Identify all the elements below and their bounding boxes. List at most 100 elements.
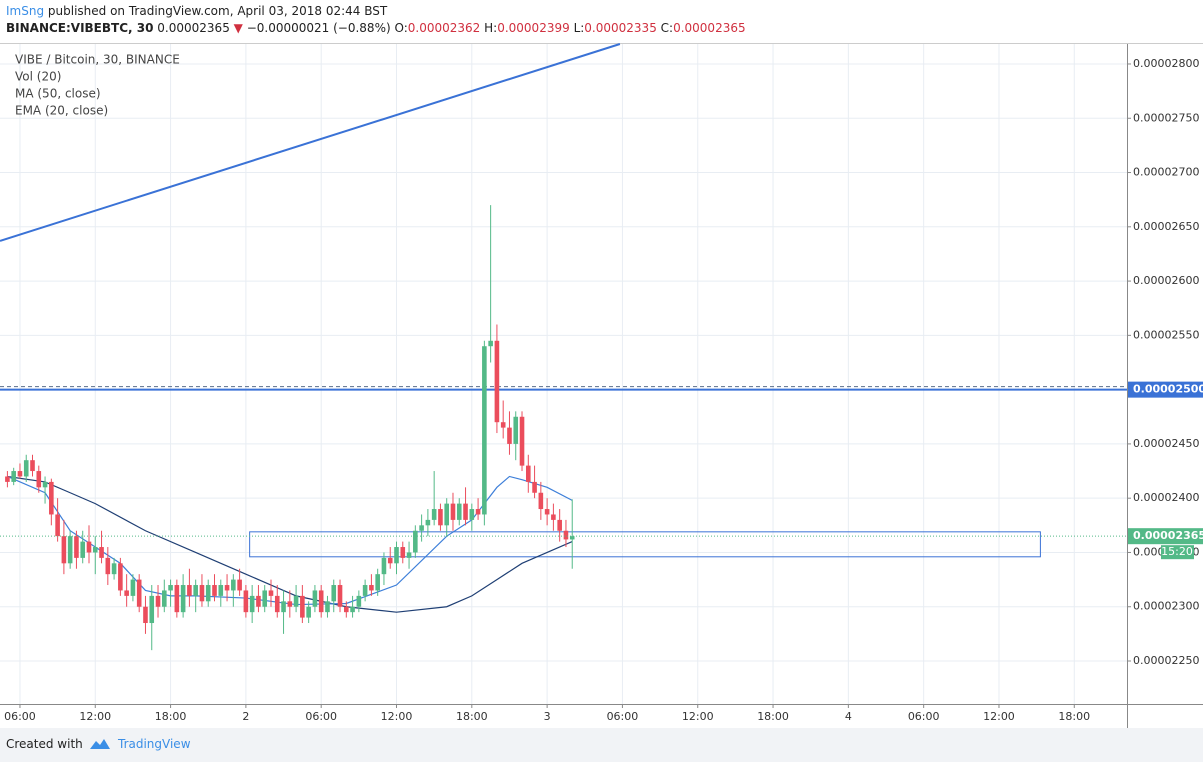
y-tick-label: 0.00002800	[1133, 57, 1199, 70]
logo	[90, 739, 110, 749]
candle-body	[532, 481, 537, 493]
arrow: ▼	[233, 21, 243, 35]
footer: Created with TradingView	[0, 728, 1203, 762]
candle-body	[400, 547, 406, 558]
x-tick-label: 18:00	[757, 710, 789, 723]
candle-body	[300, 595, 305, 618]
candle-body	[425, 519, 431, 526]
x-tick-label: 06:00	[4, 710, 36, 723]
candle-body	[174, 585, 180, 613]
candle-body	[488, 340, 493, 347]
candle-body	[30, 460, 35, 472]
candle-body	[381, 557, 387, 575]
legend-entry: MA (50, close)	[15, 87, 101, 101]
candle-body	[249, 595, 255, 613]
countdown: 15:20	[1161, 545, 1193, 558]
candle-body	[256, 595, 261, 607]
candle-body	[17, 471, 23, 477]
h: 0.00002399	[497, 21, 570, 35]
candle-body	[287, 601, 293, 607]
candle-body	[356, 595, 362, 607]
candle-body	[469, 509, 475, 520]
l-label: L:	[573, 21, 585, 35]
candle-body	[161, 590, 167, 607]
candle-body	[118, 563, 123, 591]
candle-body	[99, 547, 104, 558]
candle-body	[130, 579, 136, 596]
candle-body	[306, 606, 311, 618]
author[interactable]: ImSng	[6, 4, 45, 18]
candle-body	[544, 509, 550, 515]
candle-body	[538, 492, 544, 510]
countdown-bg	[1161, 545, 1194, 560]
candle-body	[519, 416, 525, 466]
chart: 06:00 12:00 18:00 2 06:00 12:00 18:00 3 06:00 12:…	[0, 43, 1203, 728]
zone-box	[249, 531, 1041, 558]
publish-line: ImSng published on TradingView.com, Apri…	[6, 4, 387, 18]
last-price-bg	[1128, 528, 1203, 545]
brand[interactable]: TradingView	[118, 737, 191, 751]
o-label: O:	[394, 21, 408, 35]
x-tick-label: 12:00	[79, 710, 111, 723]
candle-body	[136, 579, 142, 607]
y-tick-label: 0.00002300	[1133, 600, 1199, 613]
candle-body	[331, 585, 337, 602]
candle-body	[312, 590, 318, 607]
candle-body	[67, 536, 73, 564]
candle-body	[5, 476, 10, 482]
candle-body	[205, 585, 211, 602]
x-tick-label: 18:00	[456, 710, 488, 723]
change: −0.00000021 (−0.88%)	[246, 21, 391, 35]
x-tick-label: 2	[242, 710, 249, 723]
published: published on TradingView.com, April 03, …	[47, 4, 388, 18]
y-tick-label: 0.00002250	[1133, 654, 1199, 667]
l: 0.00002335	[584, 21, 657, 35]
x-tick-label: 4	[845, 710, 852, 723]
y-tick-label: 0.00002650	[1133, 220, 1199, 233]
y-tick-label: 0.00002550	[1133, 328, 1199, 341]
candle-body	[369, 585, 374, 591]
candle-body	[168, 585, 173, 591]
legend-entry: Vol (20)	[15, 70, 61, 84]
candle-body	[224, 585, 230, 591]
candle-body	[23, 460, 29, 477]
candle-body	[111, 563, 117, 575]
x-tick-label: 18:00	[155, 710, 187, 723]
candle-body	[92, 547, 98, 553]
candle-body	[362, 585, 368, 596]
candle-body	[262, 590, 268, 607]
candle-body	[218, 585, 224, 596]
candle-body	[431, 509, 437, 520]
candle-body	[375, 574, 380, 591]
candle-body	[551, 514, 556, 520]
candle-body	[419, 525, 424, 531]
candle-body	[36, 471, 42, 488]
candle-body	[513, 416, 519, 444]
candle-body	[155, 595, 161, 607]
o: 0.00002362	[407, 21, 481, 35]
legend-entry: VIBE / Bitcoin, 30, BINANCE	[15, 53, 180, 67]
x-tick-label: 06:00	[607, 710, 639, 723]
candle-body	[61, 536, 67, 564]
x-tick-label: 12:00	[983, 710, 1015, 723]
candle-body	[456, 503, 462, 520]
y-tick-label: 0.00002700	[1133, 166, 1199, 179]
candle-body	[438, 509, 443, 526]
candle-body	[149, 595, 155, 624]
level-label-bg	[1128, 381, 1203, 398]
level-label: 0.00002500	[1133, 383, 1203, 396]
symbol: BINANCE:VIBEBTC, 30	[6, 21, 154, 35]
y-tick-label: 0.00002750	[1133, 111, 1199, 124]
x-tick-label: 06:00	[908, 710, 940, 723]
candle-body	[11, 471, 16, 482]
y-tick-label: 0.00002400	[1133, 491, 1199, 504]
candle-body	[49, 481, 54, 515]
h-label: H:	[484, 21, 498, 35]
candle-body	[463, 503, 468, 520]
candle-body	[86, 541, 92, 553]
candle-body	[406, 552, 412, 558]
last: 0.00002365	[157, 21, 230, 35]
candle-body	[343, 606, 349, 613]
candle-body	[105, 557, 111, 575]
candle-body	[274, 595, 280, 613]
